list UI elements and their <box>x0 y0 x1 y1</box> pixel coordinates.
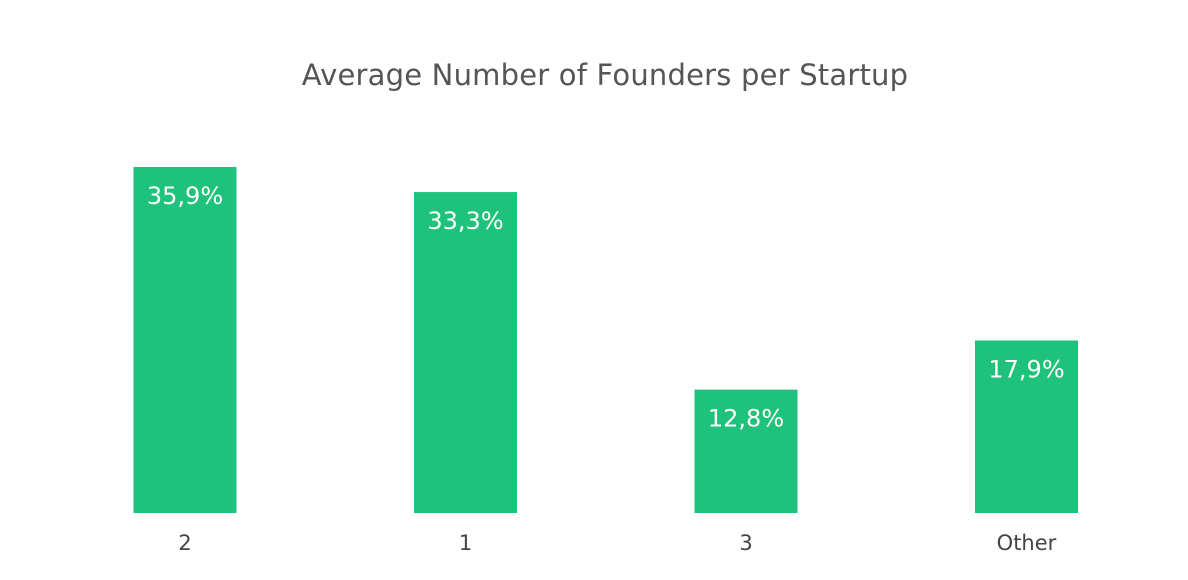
x-tick-label: 3 <box>739 531 752 555</box>
x-tick-label: 1 <box>459 531 472 555</box>
value-labels-layer: 35,9% 33,3% 12,8% 17,9% <box>147 182 1065 433</box>
bar-value-label: 35,9% <box>147 182 223 210</box>
bar-value-label: 17,9% <box>988 355 1064 383</box>
x-tick-label: Other <box>997 531 1057 555</box>
bar-2 <box>133 167 237 513</box>
bar-other <box>975 340 1078 513</box>
bar-value-label: 33,3% <box>427 207 503 235</box>
bars-layer <box>133 167 1078 513</box>
x-tick-label: 2 <box>178 531 191 555</box>
x-axis-ticks: 2 1 3 Other <box>178 531 1056 555</box>
bar-value-label: 12,8% <box>708 405 784 433</box>
bar-1 <box>414 192 517 513</box>
bar-3 <box>694 389 798 513</box>
chart-title: Average Number of Founders per Startup <box>301 58 909 92</box>
